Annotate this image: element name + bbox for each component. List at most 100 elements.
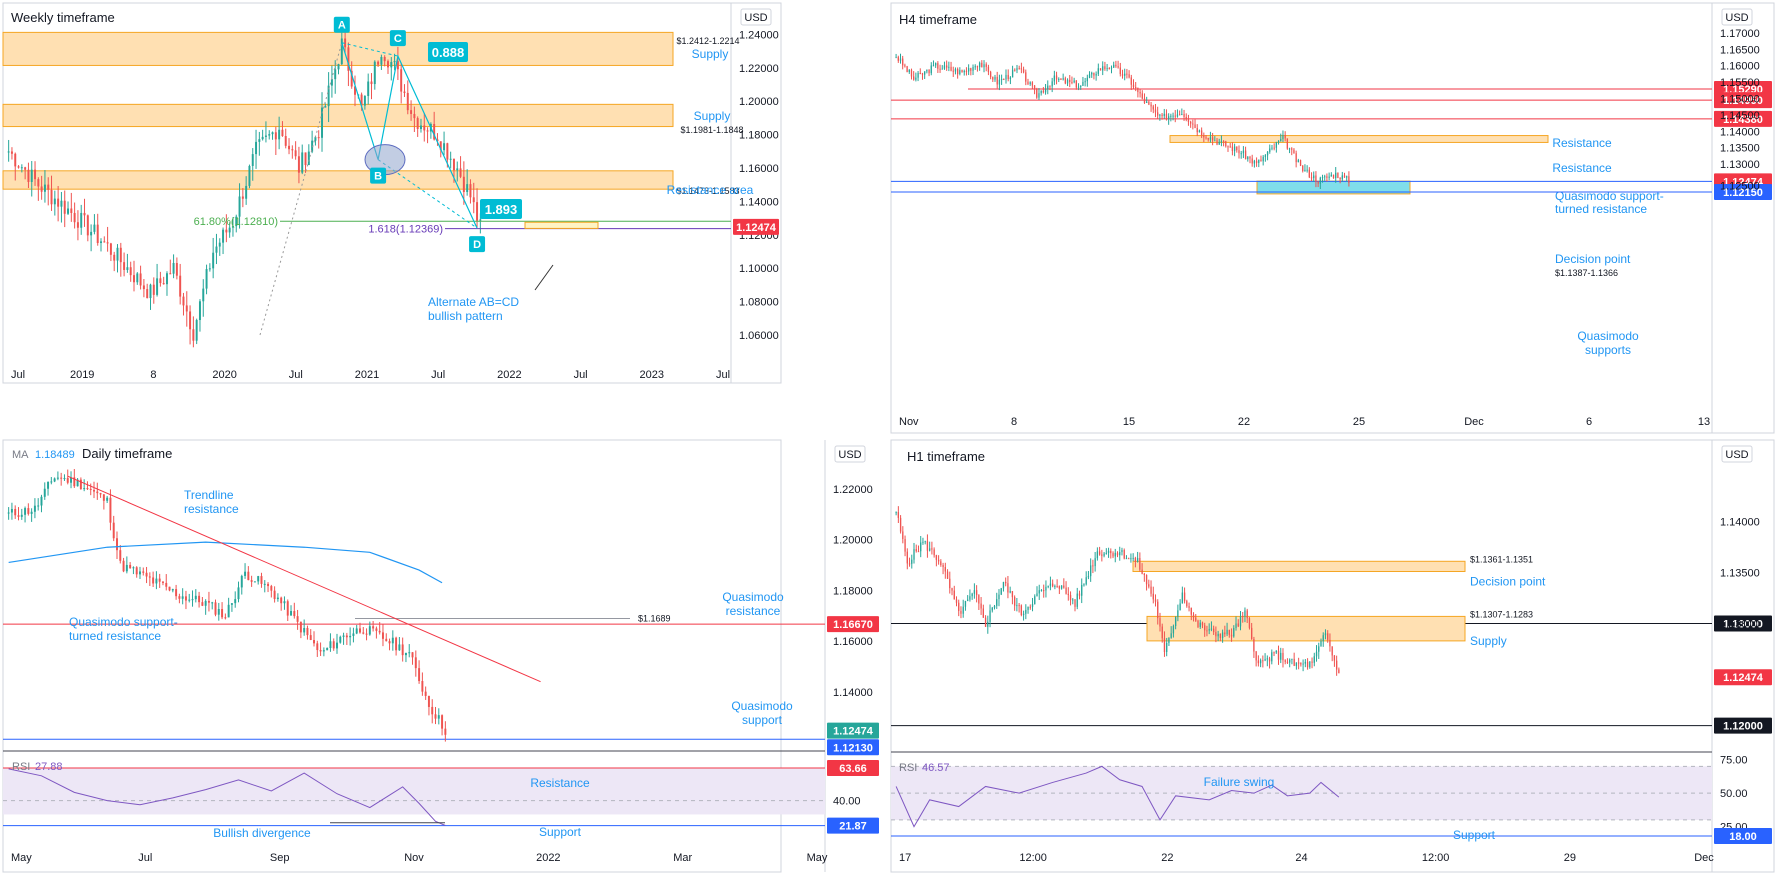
h4-y-tick-label: 1.16000 (1720, 61, 1760, 73)
daily-candle-body (421, 681, 424, 692)
h1-candle-body (949, 578, 951, 589)
daily-candle-body (148, 576, 151, 578)
h4-candle-body (1251, 158, 1253, 164)
h4-candle-body (1128, 74, 1130, 78)
h4-candle-body (1066, 79, 1069, 84)
h4-candle-body (1029, 82, 1031, 85)
h4-candle-body (1308, 169, 1310, 178)
weekly-ratio-1893-box (480, 199, 522, 219)
h1-candle-body (911, 559, 913, 564)
daily-trend-label-line2: resistance (184, 502, 239, 516)
h1-candle-body (1060, 585, 1063, 589)
h1-candle-body (1188, 606, 1190, 608)
h1-candle-body (1248, 618, 1251, 628)
h1-x-tick-label: 22 (1161, 852, 1173, 864)
h1-candle-body (899, 517, 902, 532)
h1-candle-body (1324, 633, 1327, 636)
h4-candle-body (948, 66, 950, 68)
daily-rsi-support-text: Support (539, 825, 582, 839)
h4-candle-body (1011, 69, 1014, 78)
daily-candle-body (73, 477, 76, 487)
weekly-candle-body (67, 208, 70, 214)
h4-candle-body (1247, 157, 1249, 160)
h1-supply-sub: $1.1307-1.1283 (1470, 609, 1533, 619)
h1-decision-sub: $1.1361-1.1351 (1470, 554, 1533, 564)
h1-candle-body (1338, 669, 1340, 674)
h1-candle-body (1040, 590, 1043, 592)
h1-candle-body (1313, 656, 1315, 663)
weekly-candle-body (433, 123, 436, 140)
weekly-candle-body (449, 158, 452, 160)
weekly-title: Weekly timeframe (11, 10, 115, 25)
daily-price-tag: 1.12474 (833, 726, 874, 738)
weekly-candle-body (103, 241, 106, 243)
h1-candle-body (1121, 550, 1123, 553)
daily-candle-body (125, 564, 128, 572)
weekly-abcd-line (341, 42, 478, 229)
weekly-candle-body (423, 125, 426, 131)
weekly-y-tick-label: 1.24000 (739, 29, 779, 41)
weekly-candle-body (83, 212, 86, 216)
h1-x-tick-label: 12:00 (1019, 852, 1047, 864)
weekly-candle-body (17, 166, 20, 168)
h1-x-tick-label: 17 (899, 852, 911, 864)
daily-candle-body (378, 630, 381, 633)
weekly-candle-body (222, 229, 225, 243)
h4-candle-body (1326, 176, 1328, 178)
daily-candle-body (253, 581, 256, 583)
h1-candle-body (915, 549, 917, 552)
h4-qsr-label-line1: Quasimodo support- (1555, 189, 1664, 203)
daily-candle-body (194, 595, 197, 600)
h4-candle-body (895, 57, 897, 59)
h4-candle-body (1181, 113, 1183, 115)
h4-y-tick-label: 1.15000 (1720, 94, 1760, 106)
h1-candle-body (1029, 606, 1031, 608)
h4-y-tick-label: 1.16500 (1720, 44, 1760, 56)
h4-candle-body (1302, 165, 1304, 172)
weekly-candle-body (439, 141, 442, 151)
h4-candle-body (1304, 169, 1306, 172)
daily-candle-body (349, 635, 352, 638)
h4-candle-body (1343, 175, 1346, 178)
weekly-ratio-1893: 1.893 (485, 202, 518, 217)
h4-candle-body (1097, 68, 1099, 74)
h4-candle-body (1200, 130, 1203, 136)
h1-candle-body (1201, 622, 1204, 626)
weekly-candle-body (466, 184, 469, 193)
h4-candle-body (1073, 80, 1075, 83)
daily-candle-body (139, 571, 141, 575)
weekly-y-tick-label: 1.08000 (739, 297, 779, 309)
weekly-candle-body (149, 284, 152, 299)
daily-candle-body (359, 628, 361, 633)
daily-price-tag-bg (827, 722, 879, 739)
h4-candle-body (1244, 150, 1247, 160)
h4-candle-body (976, 66, 979, 68)
daily-candle-body (424, 691, 427, 696)
weekly-currency-box (740, 8, 772, 26)
h1-x-tick-label: 12:00 (1422, 852, 1450, 864)
daily-candle-body (391, 637, 394, 644)
h1-candle-body (1253, 639, 1255, 652)
h1-candle-body (1179, 603, 1181, 611)
h1-candle-body (917, 551, 920, 553)
h4-support-label-line2: supports (1585, 343, 1631, 357)
daily-candle-body (129, 564, 132, 569)
h4-candle-body (1187, 119, 1190, 122)
h1-candle-body (1204, 625, 1206, 631)
daily-candle-body (336, 642, 338, 649)
h1-candle-body (1329, 639, 1331, 647)
weekly-candle-body (47, 184, 50, 190)
daily-candle-body (263, 583, 266, 585)
weekly-candle-body (43, 184, 46, 192)
h4-candle-body (1291, 148, 1293, 150)
daily-qsr-tag: 1.16670 (833, 619, 873, 631)
h1-candle-body (1161, 626, 1163, 639)
h4-candle-body (1198, 130, 1201, 133)
daily-candle-body (63, 478, 66, 480)
h4-candle-body (965, 70, 968, 72)
daily-candle-body (414, 657, 417, 669)
weekly-point-D-box (469, 236, 486, 253)
weekly-candle-body (367, 81, 370, 97)
daily-candle-body (247, 571, 250, 581)
h4-support-tag-1-bg (1714, 183, 1772, 200)
